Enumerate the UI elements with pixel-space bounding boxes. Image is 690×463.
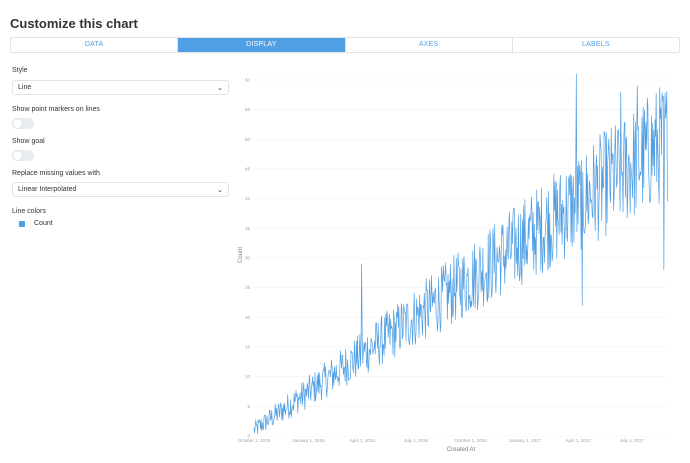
page-title: Customize this chart xyxy=(10,16,138,31)
line-color-item: Count xyxy=(19,220,230,227)
style-label: Style xyxy=(12,67,28,74)
point-markers-label: Show point markers on lines xyxy=(12,106,100,113)
style-select[interactable]: Line ⌄ xyxy=(12,80,229,95)
tab-data[interactable]: DATA xyxy=(11,38,179,52)
x-tick-label: April 1, 2017 xyxy=(565,438,591,443)
y-tick-label: 35 xyxy=(245,226,251,231)
line-chart: 0 5 10 15 20 25 30 35 40 45 50 55 60 October 1, 2015 J… xyxy=(238,73,669,453)
y-tick-label: 5 xyxy=(247,404,250,409)
point-markers-toggle[interactable] xyxy=(12,118,34,129)
settings-tabs: DATA DISPLAY AXES LABELS xyxy=(10,37,680,53)
series-name-label: Count xyxy=(34,220,53,227)
series-line-count xyxy=(253,73,669,435)
x-tick-label: October 1, 2016 xyxy=(454,438,487,443)
style-select-value: Line xyxy=(18,84,32,91)
tab-labels[interactable]: LABELS xyxy=(582,41,610,48)
tab-display[interactable]: DISPLAY xyxy=(178,38,346,52)
line-colors-label: Line colors xyxy=(12,208,46,215)
y-tick-label: 45 xyxy=(245,166,251,171)
x-tick-label: January 1, 2016 xyxy=(292,438,325,443)
y-tick-label: 20 xyxy=(245,315,251,320)
y-tick-label: 15 xyxy=(245,344,251,349)
display-settings-panel: Style Line ⌄ Show point markers on lines… xyxy=(12,67,230,227)
missing-values-label: Replace missing values with xyxy=(12,170,100,177)
y-tick-label: 55 xyxy=(245,107,251,112)
chevron-down-icon: ⌄ xyxy=(217,186,223,194)
missing-values-select-value: Linear Interpolated xyxy=(18,186,77,193)
x-axis-title: Created At xyxy=(447,447,476,453)
y-tick-label: 50 xyxy=(245,137,251,142)
toggle-knob xyxy=(13,119,22,128)
y-tick-label: 0 xyxy=(247,434,250,439)
x-tick-label: April 1, 2016 xyxy=(350,438,376,443)
missing-values-select[interactable]: Linear Interpolated ⌄ xyxy=(12,182,229,197)
y-tick-label: 25 xyxy=(245,285,251,290)
y-tick-label: 40 xyxy=(245,196,251,201)
y-tick-label: 30 xyxy=(245,255,251,260)
show-goal-label: Show goal xyxy=(12,138,45,145)
color-swatch[interactable] xyxy=(19,220,25,227)
x-tick-label: January 1, 2017 xyxy=(509,438,542,443)
x-tick-label: October 1, 2015 xyxy=(238,438,271,443)
y-axis-title: Count xyxy=(238,247,244,263)
chevron-down-icon: ⌄ xyxy=(217,84,223,92)
x-tick-label: July 1, 2016 xyxy=(404,438,429,443)
toggle-knob xyxy=(13,151,22,160)
x-tick-label: July 1, 2017 xyxy=(620,438,645,443)
y-tick-label: 60 xyxy=(245,77,251,82)
tab-axes[interactable]: AXES xyxy=(346,38,513,52)
y-tick-label: 10 xyxy=(245,374,251,379)
show-goal-toggle[interactable] xyxy=(12,150,34,161)
